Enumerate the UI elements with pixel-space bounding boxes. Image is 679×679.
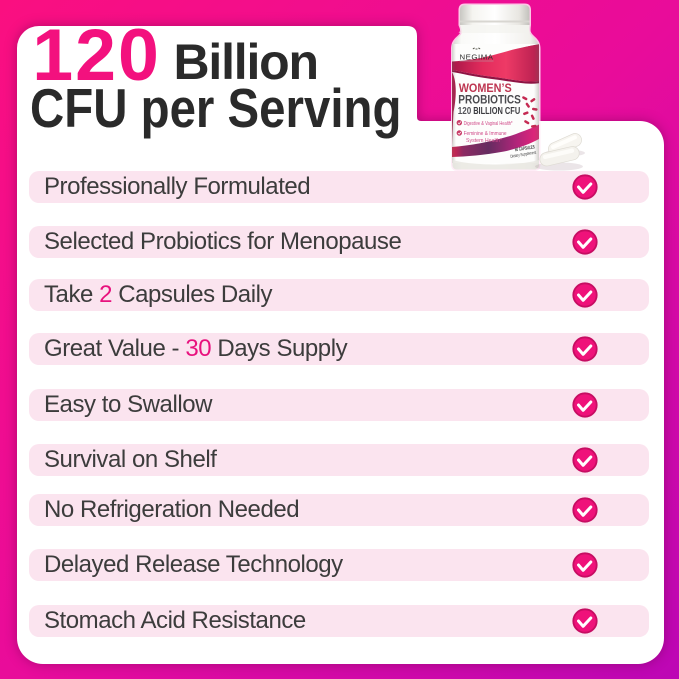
svg-text:WOMEN’S: WOMEN’S: [459, 81, 512, 95]
svg-text:Feminine & Immune: Feminine & Immune: [464, 131, 507, 137]
svg-text:PROBIOTICS: PROBIOTICS: [458, 93, 521, 107]
svg-text:NEGIMA: NEGIMA: [460, 52, 494, 61]
svg-text:Dietary Supplement: Dietary Supplement: [510, 150, 537, 159]
svg-text:120: 120: [458, 106, 472, 117]
svg-text:System Health*: System Health*: [466, 138, 503, 144]
svg-text:Digestive & Vaginal Health*: Digestive & Vaginal Health*: [464, 121, 514, 127]
svg-text:60 CAPSULES: 60 CAPSULES: [515, 144, 536, 153]
svg-text:BILLION CFU: BILLION CFU: [473, 106, 520, 117]
